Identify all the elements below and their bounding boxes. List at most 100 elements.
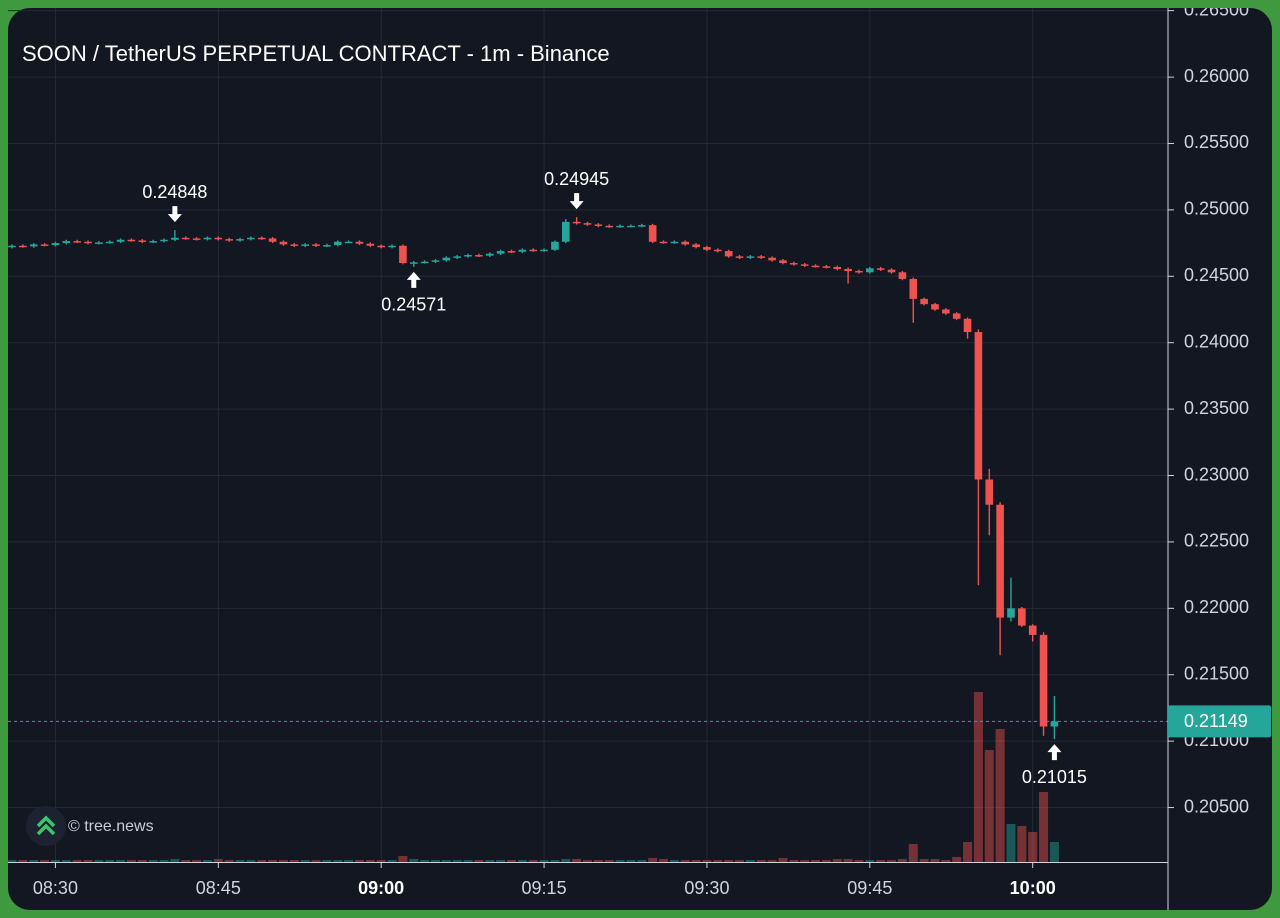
candle-body — [681, 241, 690, 245]
candle-body — [594, 224, 603, 226]
volume-bar — [300, 860, 310, 862]
candle-body — [974, 332, 983, 480]
high-marker — [167, 206, 182, 223]
y-tick-label: 0.26500 — [1184, 0, 1249, 19]
candle-body — [616, 225, 624, 228]
candle-body — [1039, 634, 1048, 727]
volume-bar — [702, 860, 712, 862]
volume-bar — [811, 860, 821, 862]
x-tick-label: 08:30 — [33, 878, 78, 898]
volume-bar — [941, 860, 951, 862]
y-tick-label: 0.25000 — [1184, 199, 1249, 219]
volume-bar — [40, 860, 50, 862]
candle-body — [160, 239, 168, 242]
candle-body — [355, 241, 364, 244]
candle-body — [855, 270, 863, 273]
y-tick-label: 0.26000 — [1184, 66, 1249, 86]
candle-body — [833, 266, 842, 269]
y-tick-label: 0.23500 — [1184, 398, 1249, 418]
volume-bar — [94, 860, 104, 862]
volume-bar — [506, 860, 516, 862]
volume-bar — [756, 860, 766, 862]
volume-bar — [1006, 824, 1016, 862]
volume-bar — [669, 860, 679, 862]
volume-bar — [235, 860, 245, 862]
volume-bar — [29, 860, 39, 862]
volume-bar — [745, 860, 755, 862]
volume-bar — [50, 860, 60, 862]
candle-body — [768, 257, 776, 261]
volume-bar — [854, 860, 864, 862]
volume-bar — [61, 860, 71, 862]
volume-bar — [843, 859, 853, 862]
volume-bar — [181, 860, 191, 862]
volume-bar — [354, 860, 364, 862]
candle-body — [735, 256, 744, 258]
candle-body — [84, 241, 92, 244]
volume-bar — [865, 860, 875, 862]
volume-bar — [789, 860, 799, 862]
candle-body — [312, 244, 320, 246]
candle-body — [931, 304, 939, 310]
volume-bar — [278, 860, 288, 862]
logo-chevrons — [36, 815, 56, 836]
low-label: 0.24571 — [381, 295, 446, 315]
candle-body — [627, 225, 635, 228]
volume-bar — [713, 860, 723, 862]
volume-bar — [593, 860, 603, 862]
candle-body — [952, 313, 961, 319]
volume-bar — [224, 860, 234, 862]
volume-bar — [463, 860, 473, 862]
chart-title: SOON / TetherUS PERPETUAL CONTRACT - 1m … — [22, 41, 610, 66]
volume-bar — [344, 860, 354, 862]
candle-body — [811, 265, 820, 268]
candle-body — [40, 244, 49, 246]
y-tick-label: 0.20500 — [1184, 796, 1249, 816]
volume-bar — [637, 860, 647, 862]
candle-body — [51, 243, 60, 246]
volume-bar — [18, 860, 28, 862]
volume-bar — [800, 860, 810, 862]
low-marker — [1047, 744, 1062, 761]
volume-bar — [105, 860, 115, 862]
volume-bar — [963, 842, 973, 862]
volume-bar — [333, 860, 343, 862]
volume-bar — [485, 860, 495, 862]
volume-bar — [474, 860, 484, 862]
volume-bar — [202, 860, 212, 862]
candle-body — [876, 268, 885, 270]
high-label: 0.24945 — [544, 169, 609, 189]
candle-body — [648, 225, 657, 242]
volume-bar — [908, 844, 918, 862]
candle-body — [247, 237, 255, 240]
volume-bar — [1039, 792, 1049, 862]
x-tick-label: 09:15 — [522, 878, 567, 898]
candle-body — [779, 260, 787, 264]
candle-body — [540, 249, 548, 252]
low-label: 0.21015 — [1022, 767, 1087, 787]
y-tick-label: 0.22000 — [1184, 597, 1249, 617]
candle-body — [149, 241, 157, 243]
volume-bar — [973, 692, 983, 862]
x-tick-label: 09:30 — [684, 878, 729, 898]
volume-bar — [83, 860, 93, 862]
candle-body — [409, 262, 418, 264]
candle-body — [561, 221, 570, 242]
candle-body — [388, 245, 396, 248]
volume-bar — [767, 860, 777, 862]
last-price-label: 0.21149 — [1184, 711, 1248, 731]
candle-body — [670, 241, 679, 244]
candle-body — [724, 251, 733, 257]
candle-body — [399, 245, 407, 264]
volume-bar — [365, 860, 375, 862]
candle-body — [268, 238, 277, 242]
y-tick-label: 0.23000 — [1184, 464, 1249, 484]
candle-body — [887, 269, 896, 273]
volume-bar — [452, 860, 462, 862]
candle-body — [73, 241, 81, 243]
volume-bar — [246, 860, 256, 862]
y-tick-label: 0.24000 — [1184, 331, 1249, 351]
volume-bar — [311, 860, 321, 862]
candle-body — [290, 244, 299, 246]
candle-body — [323, 245, 331, 247]
